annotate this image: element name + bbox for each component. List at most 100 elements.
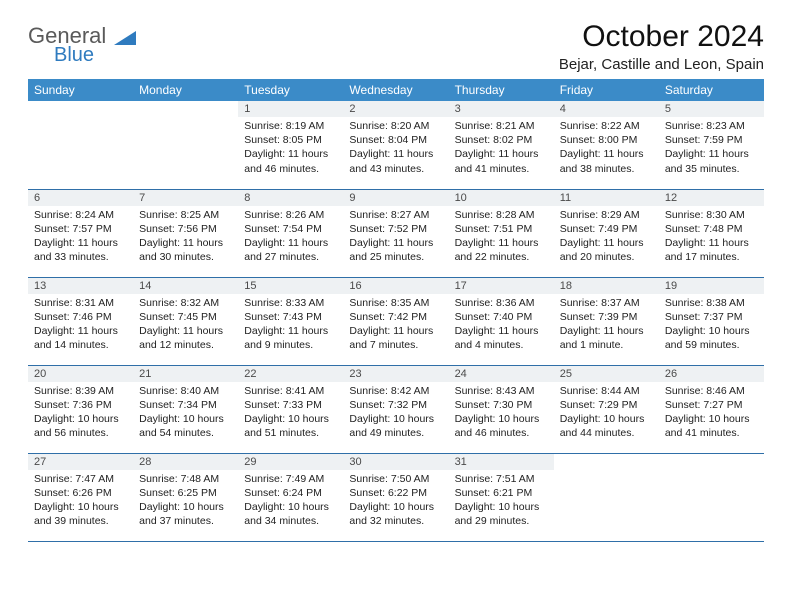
day-data: Sunrise: 8:25 AMSunset: 7:56 PMDaylight:… (133, 206, 238, 269)
day-cell: 17Sunrise: 8:36 AMSunset: 7:40 PMDayligh… (449, 277, 554, 365)
day-cell: 14Sunrise: 8:32 AMSunset: 7:45 PMDayligh… (133, 277, 238, 365)
day-data: Sunrise: 8:19 AMSunset: 8:05 PMDaylight:… (238, 117, 343, 180)
day-number: 6 (28, 190, 133, 206)
sunset-text: Sunset: 8:02 PM (455, 133, 548, 147)
day-data: Sunrise: 8:33 AMSunset: 7:43 PMDaylight:… (238, 294, 343, 357)
dow-friday: Friday (554, 79, 659, 101)
sunset-text: Sunset: 7:27 PM (665, 398, 758, 412)
sunrise-text: Sunrise: 8:20 AM (349, 119, 442, 133)
calendar-row: 1Sunrise: 8:19 AMSunset: 8:05 PMDaylight… (28, 101, 764, 189)
day-data: Sunrise: 8:23 AMSunset: 7:59 PMDaylight:… (659, 117, 764, 180)
dow-saturday: Saturday (659, 79, 764, 101)
sunrise-text: Sunrise: 8:39 AM (34, 384, 127, 398)
daylight-text: Daylight: 11 hours and 41 minutes. (455, 147, 548, 175)
calendar-row: 27Sunrise: 7:47 AMSunset: 6:26 PMDayligh… (28, 453, 764, 541)
sunrise-text: Sunrise: 7:49 AM (244, 472, 337, 486)
day-number: 14 (133, 278, 238, 294)
sunrise-text: Sunrise: 8:38 AM (665, 296, 758, 310)
day-data: Sunrise: 8:35 AMSunset: 7:42 PMDaylight:… (343, 294, 448, 357)
day-number: 3 (449, 101, 554, 117)
daylight-text: Daylight: 10 hours and 39 minutes. (34, 500, 127, 528)
day-data: Sunrise: 7:49 AMSunset: 6:24 PMDaylight:… (238, 470, 343, 533)
sunset-text: Sunset: 6:25 PM (139, 486, 232, 500)
sunrise-text: Sunrise: 8:32 AM (139, 296, 232, 310)
day-data: Sunrise: 8:44 AMSunset: 7:29 PMDaylight:… (554, 382, 659, 445)
sunrise-text: Sunrise: 7:48 AM (139, 472, 232, 486)
day-cell: 6Sunrise: 8:24 AMSunset: 7:57 PMDaylight… (28, 189, 133, 277)
day-data: Sunrise: 8:26 AMSunset: 7:54 PMDaylight:… (238, 206, 343, 269)
day-number: 22 (238, 366, 343, 382)
sunset-text: Sunset: 7:30 PM (455, 398, 548, 412)
day-data: Sunrise: 8:41 AMSunset: 7:33 PMDaylight:… (238, 382, 343, 445)
sunrise-text: Sunrise: 8:35 AM (349, 296, 442, 310)
sunset-text: Sunset: 8:00 PM (560, 133, 653, 147)
day-cell: 20Sunrise: 8:39 AMSunset: 7:36 PMDayligh… (28, 365, 133, 453)
day-number: 21 (133, 366, 238, 382)
sunrise-text: Sunrise: 8:25 AM (139, 208, 232, 222)
sunrise-text: Sunrise: 8:33 AM (244, 296, 337, 310)
day-number: 28 (133, 454, 238, 470)
day-cell: 16Sunrise: 8:35 AMSunset: 7:42 PMDayligh… (343, 277, 448, 365)
daylight-text: Daylight: 10 hours and 29 minutes. (455, 500, 548, 528)
sunrise-text: Sunrise: 8:26 AM (244, 208, 337, 222)
sunrise-text: Sunrise: 8:37 AM (560, 296, 653, 310)
sunrise-text: Sunrise: 8:29 AM (560, 208, 653, 222)
day-data: Sunrise: 8:42 AMSunset: 7:32 PMDaylight:… (343, 382, 448, 445)
day-data: Sunrise: 8:39 AMSunset: 7:36 PMDaylight:… (28, 382, 133, 445)
sunset-text: Sunset: 7:51 PM (455, 222, 548, 236)
day-data: Sunrise: 7:47 AMSunset: 6:26 PMDaylight:… (28, 470, 133, 533)
sunrise-text: Sunrise: 8:22 AM (560, 119, 653, 133)
sunrise-text: Sunrise: 8:46 AM (665, 384, 758, 398)
day-number: 9 (343, 190, 448, 206)
dow-sunday: Sunday (28, 79, 133, 101)
sunset-text: Sunset: 7:29 PM (560, 398, 653, 412)
daylight-text: Daylight: 11 hours and 38 minutes. (560, 147, 653, 175)
daylight-text: Daylight: 10 hours and 44 minutes. (560, 412, 653, 440)
day-cell: 12Sunrise: 8:30 AMSunset: 7:48 PMDayligh… (659, 189, 764, 277)
calendar-row: 6Sunrise: 8:24 AMSunset: 7:57 PMDaylight… (28, 189, 764, 277)
calendar-table: Sunday Monday Tuesday Wednesday Thursday… (28, 79, 764, 542)
header: General Blue October 2024 Bejar, Castill… (28, 20, 764, 73)
sunrise-text: Sunrise: 7:47 AM (34, 472, 127, 486)
location-text: Bejar, Castille and Leon, Spain (559, 56, 764, 73)
day-number: 29 (238, 454, 343, 470)
daylight-text: Daylight: 11 hours and 17 minutes. (665, 236, 758, 264)
daylight-text: Daylight: 11 hours and 27 minutes. (244, 236, 337, 264)
daylight-text: Daylight: 11 hours and 14 minutes. (34, 324, 127, 352)
day-cell: 8Sunrise: 8:26 AMSunset: 7:54 PMDaylight… (238, 189, 343, 277)
day-cell: 24Sunrise: 8:43 AMSunset: 7:30 PMDayligh… (449, 365, 554, 453)
day-data: Sunrise: 8:21 AMSunset: 8:02 PMDaylight:… (449, 117, 554, 180)
logo: General Blue (28, 26, 136, 65)
day-cell: 27Sunrise: 7:47 AMSunset: 6:26 PMDayligh… (28, 453, 133, 541)
month-title: October 2024 (559, 20, 764, 54)
dow-tuesday: Tuesday (238, 79, 343, 101)
day-number: 26 (659, 366, 764, 382)
sunrise-text: Sunrise: 8:41 AM (244, 384, 337, 398)
sunrise-text: Sunrise: 8:24 AM (34, 208, 127, 222)
day-number: 18 (554, 278, 659, 294)
day-cell: 30Sunrise: 7:50 AMSunset: 6:22 PMDayligh… (343, 453, 448, 541)
dow-thursday: Thursday (449, 79, 554, 101)
logo-triangle-icon (114, 29, 136, 48)
sunset-text: Sunset: 8:04 PM (349, 133, 442, 147)
sunrise-text: Sunrise: 8:31 AM (34, 296, 127, 310)
sunset-text: Sunset: 7:49 PM (560, 222, 653, 236)
dow-wednesday: Wednesday (343, 79, 448, 101)
day-data: Sunrise: 8:46 AMSunset: 7:27 PMDaylight:… (659, 382, 764, 445)
day-cell: 28Sunrise: 7:48 AMSunset: 6:25 PMDayligh… (133, 453, 238, 541)
day-number: 13 (28, 278, 133, 294)
day-cell: 13 Sunrise: 8:31 AMSunset: 7:46 PMDayligh… (28, 277, 133, 365)
sunrise-text: Sunrise: 8:21 AM (455, 119, 548, 133)
day-data: Sunrise: 8:28 AMSunset: 7:51 PMDaylight:… (449, 206, 554, 269)
day-data: Sunrise: 7:50 AMSunset: 6:22 PMDaylight:… (343, 470, 448, 533)
day-cell: 3Sunrise: 8:21 AMSunset: 8:02 PMDaylight… (449, 101, 554, 189)
sunset-text: Sunset: 7:56 PM (139, 222, 232, 236)
sunset-text: Sunset: 7:46 PM (34, 310, 127, 324)
day-number: 7 (133, 190, 238, 206)
sunrise-text: Sunrise: 8:43 AM (455, 384, 548, 398)
daylight-text: Daylight: 11 hours and 12 minutes. (139, 324, 232, 352)
sunset-text: Sunset: 7:59 PM (665, 133, 758, 147)
sunset-text: Sunset: 7:34 PM (139, 398, 232, 412)
daylight-text: Daylight: 11 hours and 35 minutes. (665, 147, 758, 175)
daylight-text: Daylight: 11 hours and 25 minutes. (349, 236, 442, 264)
